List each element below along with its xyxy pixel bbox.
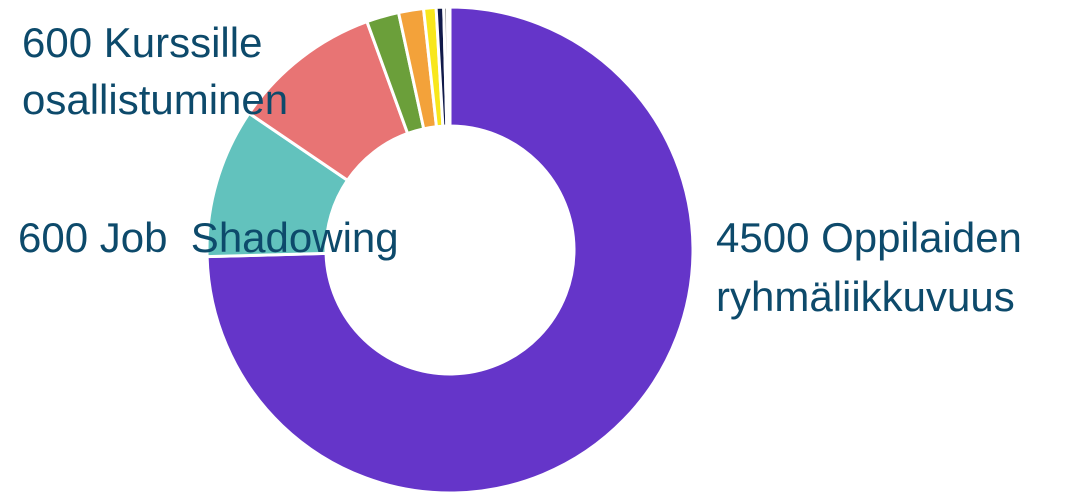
donut-slices xyxy=(205,5,695,495)
label-oppilaiden-line-1: 4500 Oppilaiden xyxy=(716,214,1022,261)
label-kurssille-osallistuminen: 600 Kurssille osallistuminen xyxy=(22,19,288,123)
donut-slice-8 xyxy=(445,5,452,128)
label-job-shadowing: 600 Job Shadowing xyxy=(18,214,399,261)
label-oppilaiden-line-2: ryhmäliikkuvuus xyxy=(716,273,1015,320)
label-kurssille-line-1: 600 Kurssille xyxy=(22,19,262,66)
label-job-shadowing-line-1: 600 Job Shadowing xyxy=(18,214,399,261)
donut-slice-0 xyxy=(205,5,695,495)
label-oppilaiden-ryhmaliikkuvuus: 4500 Oppilaiden ryhmäliikkuvuus xyxy=(716,214,1034,320)
label-kurssille-line-2: osallistuminen xyxy=(22,76,288,123)
